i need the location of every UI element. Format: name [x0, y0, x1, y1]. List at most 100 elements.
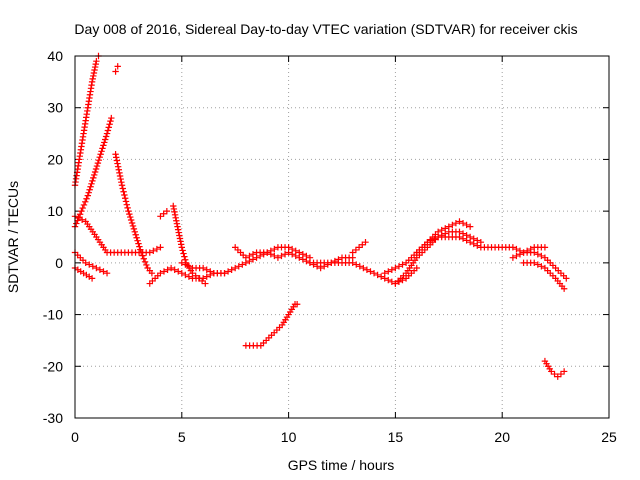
data-point: [121, 195, 129, 202]
data-point: [78, 216, 86, 223]
data-point: [534, 251, 541, 258]
data-point: [95, 156, 103, 164]
x-tick-labels: 0 5 10 15 20 25: [71, 429, 617, 445]
data-point: [399, 261, 406, 268]
data-point: [359, 241, 366, 248]
series-trace-u: [541, 357, 568, 380]
data-point: [395, 263, 403, 270]
series-trace-a: [71, 52, 102, 189]
data-point: [239, 261, 246, 268]
data-point: [463, 237, 470, 244]
data-point: [173, 217, 180, 224]
data-point: [119, 185, 126, 192]
data-point: [116, 172, 124, 180]
x-tick-label: 0: [71, 429, 79, 445]
x-tick-label: 5: [178, 429, 186, 445]
data-point: [278, 252, 285, 260]
data-point: [353, 261, 360, 268]
data-point: [459, 235, 467, 242]
data-point: [157, 213, 164, 220]
data-point: [249, 251, 257, 258]
data-marks: [71, 52, 570, 380]
data-point: [185, 263, 193, 270]
data-point: [153, 245, 161, 253]
data-point: [516, 251, 524, 258]
x-tick-label: 20: [494, 429, 510, 445]
data-point: [388, 266, 396, 273]
data-point: [274, 254, 282, 261]
data-point: [121, 191, 128, 199]
data-point: [285, 249, 292, 256]
data-point: [221, 270, 228, 277]
data-point: [463, 221, 470, 229]
data-point: [303, 257, 310, 265]
data-point: [175, 229, 182, 236]
data-point: [94, 159, 102, 167]
data-point: [563, 275, 570, 282]
data-point: [163, 207, 171, 215]
data-point: [113, 154, 120, 161]
data-point: [141, 258, 149, 266]
data-point: [120, 188, 127, 195]
data-point: [80, 201, 88, 209]
data-point: [352, 246, 360, 254]
data-point: [531, 249, 538, 256]
x-tick-label: 10: [281, 429, 297, 445]
data-point: [224, 268, 232, 275]
plot-frame: [74, 55, 610, 419]
data-point: [363, 266, 371, 273]
data-point: [75, 214, 82, 222]
data-point: [79, 204, 86, 212]
x-tick-label: 15: [388, 429, 404, 445]
data-point: [89, 263, 96, 270]
data-point: [456, 233, 463, 241]
series-trace-b: [112, 63, 121, 75]
data-point: [88, 180, 95, 188]
data-point: [554, 373, 561, 380]
data-point: [385, 276, 392, 284]
data-point: [93, 264, 100, 272]
data-point: [456, 218, 463, 225]
series-trace-k: [178, 244, 314, 277]
data-point: [101, 139, 108, 146]
grid: [75, 56, 609, 418]
data-point: [177, 238, 184, 245]
data-point: [102, 133, 110, 140]
data-point: [377, 273, 385, 280]
data-point: [160, 268, 168, 275]
data-point: [173, 220, 181, 227]
data-point: [170, 202, 177, 210]
data-point: [509, 244, 517, 251]
data-point: [91, 168, 99, 176]
data-point: [91, 63, 99, 71]
data-point: [143, 261, 150, 269]
data-point: [96, 266, 104, 273]
data-point: [392, 264, 399, 272]
data-point: [185, 273, 193, 280]
data-point: [179, 247, 186, 254]
data-point: [349, 259, 356, 267]
data-point: [108, 114, 115, 122]
data-point: [100, 142, 107, 149]
data-point: [92, 165, 100, 173]
data-point: [310, 261, 317, 268]
series-trace-m: [242, 301, 301, 349]
data-point: [129, 222, 137, 230]
data-point: [113, 157, 121, 164]
data-point: [466, 238, 474, 246]
data-point: [167, 264, 175, 272]
data-point: [76, 211, 84, 218]
data-point: [427, 237, 435, 244]
data-point: [132, 231, 139, 238]
data-point: [112, 68, 119, 75]
series-trace-c: [71, 114, 115, 230]
data-point: [146, 249, 153, 256]
data-point: [395, 278, 403, 286]
data-point: [90, 69, 98, 77]
data-point: [548, 368, 555, 375]
data-point: [175, 268, 182, 275]
data-point: [388, 278, 396, 286]
data-point: [367, 268, 374, 275]
x-axis-label: GPS time / hours: [288, 457, 395, 473]
data-point: [88, 78, 96, 86]
